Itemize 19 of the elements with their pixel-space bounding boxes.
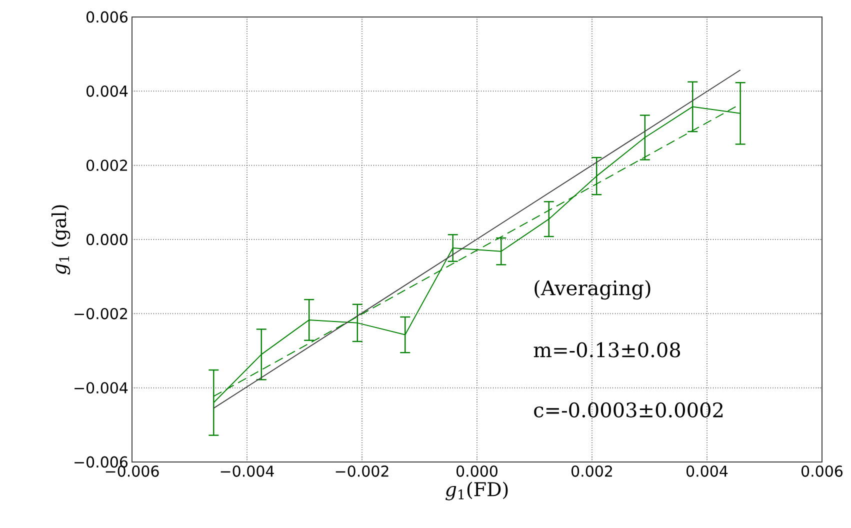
annotation: (Averaging) <box>534 280 650 300</box>
x-tick-label: 0.002 <box>572 465 612 477</box>
y-tick-label: −0.006 <box>74 456 128 468</box>
y-tick-label: 0.000 <box>86 234 128 246</box>
y-tick-label: 0.002 <box>86 160 127 171</box>
y-tick-label: −0.004 <box>74 382 128 394</box>
y-tick-label: 0.006 <box>86 11 128 23</box>
x-tick-label: 0.004 <box>686 465 728 477</box>
x-axis-title: g$_{1}$(FD) <box>445 482 508 500</box>
annotation: c=-0.0003±0.0002 <box>534 402 723 418</box>
y-tick-label: −0.002 <box>74 308 127 320</box>
x-tick-label: 0.000 <box>456 465 498 477</box>
x-tick-label: −0.004 <box>220 465 274 477</box>
y-axis-title: g$_{1}$ (gal) <box>51 205 70 275</box>
x-tick-label: 0.006 <box>802 465 843 477</box>
x-tick-label: −0.002 <box>336 465 388 477</box>
y-tick-label: 0.004 <box>86 85 128 97</box>
annotation: m=-0.13±0.08 <box>534 342 680 358</box>
x-tick-label: −0.006 <box>106 465 159 477</box>
